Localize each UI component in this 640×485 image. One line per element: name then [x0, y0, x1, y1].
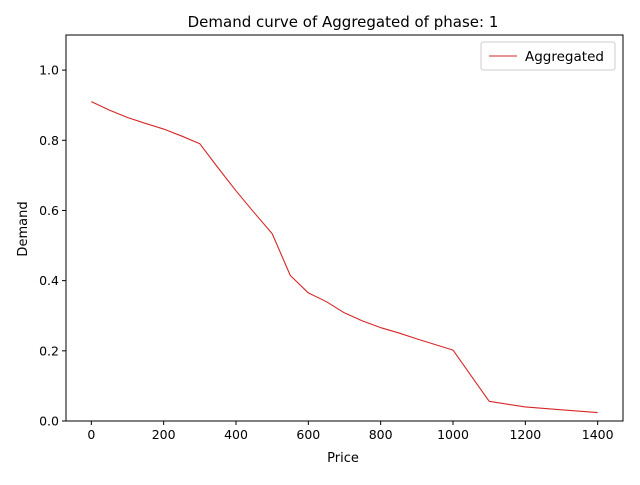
x-tick-label: 800	[369, 427, 393, 442]
x-tick-label: 1200	[509, 427, 541, 442]
x-tick-label: 400	[224, 427, 248, 442]
y-tick-label: 0.4	[39, 273, 59, 288]
legend: Aggregated	[480, 41, 616, 71]
x-tick-label: 1400	[582, 427, 614, 442]
y-tick-label: 1.0	[39, 63, 59, 78]
chart-title: Demand curve of Aggregated of phase: 1	[188, 13, 499, 31]
x-axis-title: Price	[327, 451, 359, 466]
y-tick-label: 0.2	[39, 343, 59, 358]
y-axis-title: Demand	[16, 201, 31, 256]
legend-label: Aggregated	[525, 49, 604, 65]
plot-area	[65, 34, 624, 422]
x-tick-label: 0	[87, 427, 95, 442]
x-tick-label: 200	[152, 427, 176, 442]
y-axis: 0.0 0.2 0.4 0.6 0.8 1.0	[39, 63, 66, 429]
x-tick-label: 1000	[437, 427, 469, 442]
axes-frame	[65, 34, 624, 422]
y-tick-label: 0.0	[39, 414, 59, 429]
x-tick-label: 600	[296, 427, 320, 442]
series-layer	[91, 101, 598, 414]
y-tick-label: 0.6	[39, 203, 59, 218]
series-line	[91, 101, 598, 414]
y-tick-label: 0.8	[39, 133, 59, 148]
x-axis: 0 200 400 600 800 1000 1200 1400	[87, 421, 614, 442]
legend-box	[480, 41, 616, 71]
